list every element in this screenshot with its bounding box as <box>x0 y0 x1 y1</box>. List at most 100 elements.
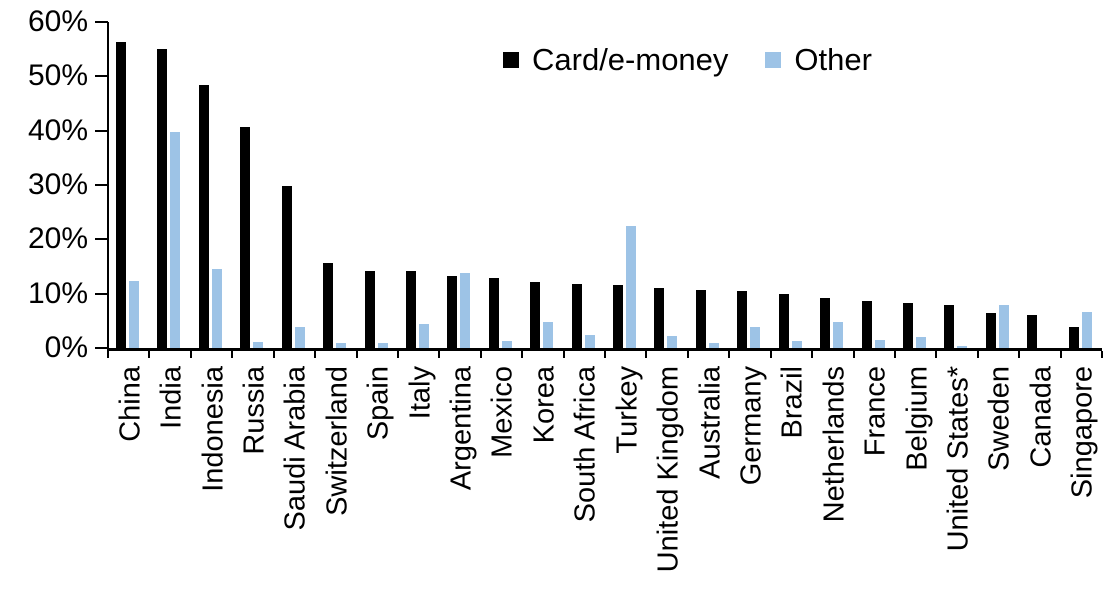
bar-other <box>915 337 926 348</box>
bar-card-e-money <box>530 281 541 348</box>
bar-card-e-money <box>613 284 623 348</box>
x-axis-label: Germany <box>735 366 768 486</box>
x-axis-label: United States* <box>942 366 975 552</box>
x-axis-label: Spain <box>362 366 395 441</box>
y-axis-tick-label: 20% <box>27 222 88 256</box>
x-axis-label: Netherlands <box>818 366 851 523</box>
x-tick <box>686 351 689 358</box>
bar-card-e-money <box>695 289 706 348</box>
x-axis-label: United Kingdom <box>652 366 685 573</box>
legend-label-card-e-money: Card/e-money <box>532 42 729 77</box>
y-axis-tick-label: 60% <box>27 5 88 39</box>
x-axis-label: Turkey <box>611 366 644 454</box>
x-axis-label: Argentina <box>445 366 478 491</box>
bar-other <box>874 339 885 348</box>
bar-card-e-money <box>861 300 872 348</box>
x-tick <box>976 351 979 358</box>
x-axis-label: Belgium <box>901 366 934 471</box>
x-axis-label: Korea <box>528 366 561 444</box>
bar-card-e-money <box>281 185 292 348</box>
x-tick <box>189 351 192 358</box>
y-tick <box>95 21 108 24</box>
y-axis-tick-label: 40% <box>27 113 88 147</box>
bar-card-e-money <box>820 298 831 348</box>
x-axis-label: China <box>114 366 147 442</box>
y-axis-tick-label: 50% <box>27 59 88 93</box>
y-axis-tick-label: 0% <box>44 331 88 364</box>
bar-card-e-money <box>1068 326 1079 348</box>
x-tick <box>811 351 814 358</box>
y-axis-line <box>107 22 109 351</box>
x-tick <box>1018 351 1021 358</box>
x-tick <box>852 351 855 358</box>
legend-label-other: Other <box>794 42 872 77</box>
bar-other <box>377 342 388 348</box>
bar-other <box>626 226 636 348</box>
legend-swatch-other <box>765 51 782 68</box>
bar-card-e-money <box>944 305 955 348</box>
legend-swatch-card-e-money <box>503 51 519 68</box>
x-tick <box>272 351 275 358</box>
x-axis-label: Saudi Arabia <box>279 366 312 531</box>
bar-card-e-money <box>240 127 251 348</box>
bar-card-e-money <box>985 312 996 348</box>
x-axis-label: Canada <box>1025 366 1058 468</box>
bar-other <box>294 326 305 348</box>
bar-card-e-money <box>902 303 913 348</box>
x-tick <box>148 351 151 358</box>
bar-card-e-money <box>778 293 789 348</box>
bar-card-e-money <box>364 270 375 348</box>
x-axis-label: Mexico <box>486 366 519 458</box>
x-tick <box>604 351 606 358</box>
x-tick <box>479 351 482 358</box>
bar-other <box>418 323 429 348</box>
y-tick <box>95 129 108 132</box>
x-tick <box>1101 351 1103 358</box>
x-axis-label: France <box>859 366 892 457</box>
x-axis-label: India <box>155 366 188 429</box>
bar-other <box>253 342 264 348</box>
y-tick <box>95 238 108 241</box>
x-tick <box>521 351 524 358</box>
y-tick <box>95 184 108 186</box>
bar-other <box>129 281 139 348</box>
x-tick <box>107 351 109 358</box>
bar-other <box>1081 311 1092 348</box>
x-tick <box>562 351 565 358</box>
x-axis-label: Sweden <box>983 366 1016 471</box>
bar-other <box>543 322 554 348</box>
bar-other <box>957 346 968 348</box>
bar-card-e-money <box>571 283 582 348</box>
x-axis-label: Singapore <box>1066 366 1099 499</box>
bar-other <box>336 343 347 348</box>
x-axis-label: Brazil <box>776 366 809 439</box>
x-tick <box>769 351 772 358</box>
bar-card-e-money <box>488 277 499 348</box>
x-tick <box>893 351 896 358</box>
x-axis-label: Russia <box>238 366 271 455</box>
bar-other <box>211 269 222 348</box>
x-axis-label: South Africa <box>569 366 602 523</box>
bar-other <box>791 341 802 348</box>
bar-other <box>998 305 1009 348</box>
y-axis-tick-label: 30% <box>27 168 88 201</box>
x-axis-label: Indonesia <box>197 366 230 492</box>
bar-card-e-money <box>654 288 665 348</box>
bar-card-e-money <box>1027 315 1038 348</box>
bar-other <box>584 334 595 348</box>
bar-card-e-money <box>447 275 458 348</box>
bar-card-e-money <box>405 271 416 348</box>
y-tick <box>95 292 108 295</box>
bar-other <box>750 326 761 348</box>
bar-other <box>501 340 512 348</box>
y-tick <box>95 75 108 78</box>
x-axis-line <box>107 348 1102 351</box>
x-axis-label: Australia <box>694 366 727 479</box>
x-tick <box>231 351 234 358</box>
bar-other <box>170 131 181 348</box>
x-tick <box>314 351 317 358</box>
bar-card-e-money <box>737 291 748 348</box>
bar-card-e-money <box>323 263 334 348</box>
x-tick <box>438 351 441 358</box>
